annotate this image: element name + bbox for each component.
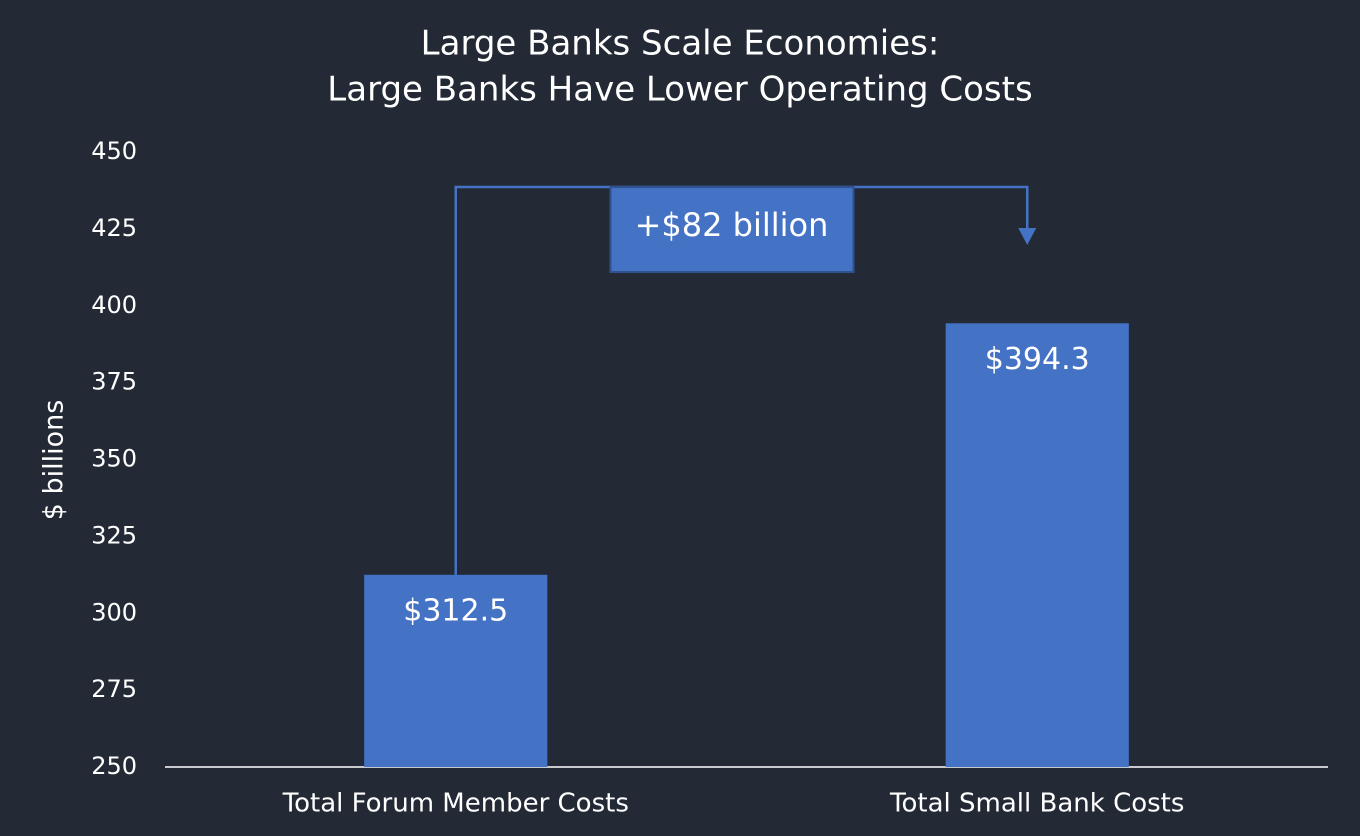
annotation-box: [609, 186, 855, 273]
value-label: $312.5: [403, 593, 508, 628]
y-tick-label: 400: [91, 291, 137, 319]
y-tick-label: 450: [91, 137, 137, 165]
y-tick-label: 300: [91, 598, 137, 626]
bar: [364, 574, 548, 767]
chart-title: Large Banks Have Lower Operating Costs: [327, 70, 1032, 110]
annotation: +$82 billion: [635, 206, 829, 244]
y-tick-label: 425: [91, 214, 137, 242]
y-tick-label: 275: [91, 675, 137, 703]
y-axis-label: $ billions: [39, 400, 70, 521]
x-tick-label: Total Small Bank Costs: [889, 789, 1184, 819]
y-tick-label: 375: [91, 368, 137, 396]
arrow-head: [1018, 228, 1037, 245]
x-tick-label: Total Forum Member Costs: [282, 789, 629, 819]
y-tick-label: 250: [91, 752, 137, 780]
chart-title: Large Banks Scale Economies:: [421, 24, 940, 64]
y-tick-label: 325: [91, 521, 137, 549]
y-tick-label: 350: [91, 445, 137, 473]
bar: [945, 323, 1129, 767]
value-label: $394.3: [985, 342, 1090, 377]
